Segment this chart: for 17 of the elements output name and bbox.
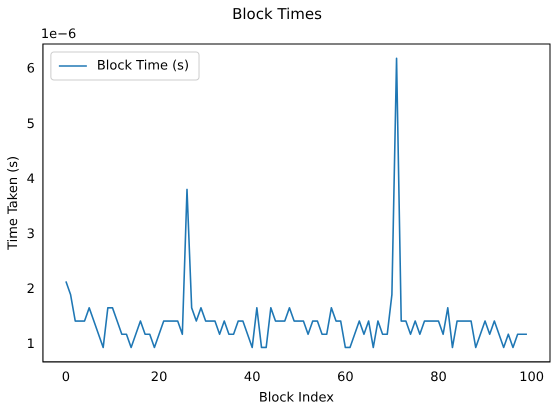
text: 1e−6	[40, 26, 76, 42]
x-tick-label: 60	[337, 370, 354, 385]
y-tick-label: 4	[26, 172, 35, 187]
y-tick-label: 3	[26, 226, 35, 242]
y-tick-label: 1	[26, 337, 35, 352]
x-axis-title: Block Index	[258, 390, 334, 406]
chart-title: Block Times	[232, 4, 322, 23]
x-tick-label: 100	[519, 370, 544, 385]
x-tick-label: 0	[62, 370, 70, 385]
y-tick-label: 2	[26, 282, 35, 298]
x-tick-label: 80	[430, 370, 447, 385]
x-tick-label: 40	[244, 370, 260, 385]
y-tick-label: 5	[26, 116, 35, 132]
legend-label: Block Time (s)	[96, 58, 190, 74]
y-tick-label: 6	[26, 62, 35, 77]
y-axis-title: Time Taken (s)	[6, 156, 22, 251]
x-tick-label: 20	[150, 370, 168, 385]
